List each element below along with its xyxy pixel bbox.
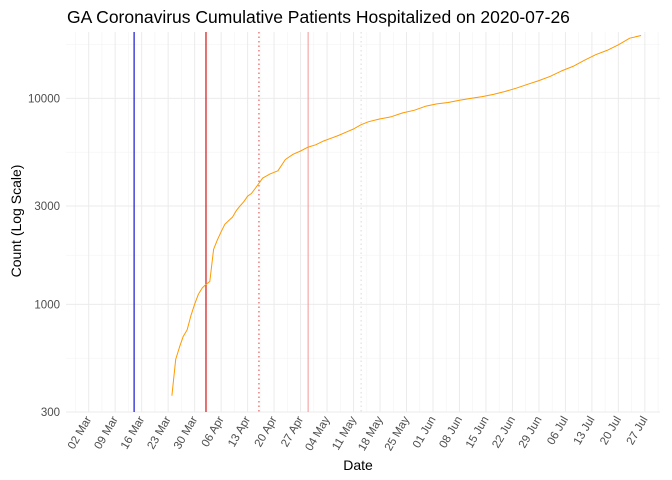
x-tick-label: 22 Jun [490,415,518,451]
y-axis-title: Count (Log Scale) [8,165,24,278]
x-tick-label: 30 Mar [172,414,200,451]
x-tick-label: 27 Apr [279,414,306,449]
x-tick-label: 09 Mar [92,414,120,451]
x-tick-label: 20 Apr [253,414,280,449]
x-tick-label: 13 Apr [226,414,253,449]
chart-title: GA Coronavirus Cumulative Patients Hospi… [67,7,570,27]
x-tick-label: 16 Mar [119,414,147,451]
minor-gridlines [66,32,660,412]
major-gridlines [66,32,660,413]
x-tick-label: 27 Jul [625,415,651,448]
x-axis-title: Date [343,457,373,473]
x-tick-label: 01 Jun [411,415,439,451]
reference-lines [133,32,362,412]
y-tick-label: 3000 [34,201,60,213]
x-tick-label: 02 Mar [66,414,94,451]
y-tick-label: 1000 [34,299,60,311]
x-tick-label: 25 May [383,414,412,453]
series-line [171,35,642,396]
x-tick-label: 04 May [303,414,332,453]
x-tick-label: 08 Jun [437,415,465,451]
x-tick-label: 23 Mar [145,414,173,451]
x-tick-label: 18 May [356,414,385,453]
y-tick-label: 300 [41,407,60,419]
y-axis-ticks: 300 1000 3000 10000 [28,93,60,419]
series-group [171,35,642,396]
x-tick-label: 15 Jun [464,415,492,451]
x-tick-label: 11 May [330,414,359,452]
x-tick-label: 13 Jul [572,415,598,448]
x-tick-label: 29 Jun [517,415,545,451]
x-tick-label: 06 Jul [545,415,571,448]
x-tick-label: 06 Apr [200,414,227,449]
y-tick-label: 10000 [28,93,60,105]
x-tick-label: 20 Jul [598,415,624,448]
